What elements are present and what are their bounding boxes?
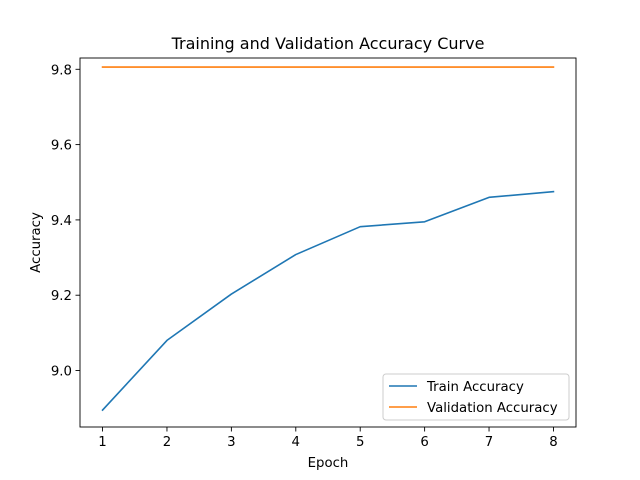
y-axis-label: Accuracy [29,212,44,273]
series-line-train-accuracy [101,190,555,412]
legend-entry: Validation Accuracy [427,401,558,416]
y-tick-label: 9.2 [51,289,72,304]
plot-frame [79,57,577,428]
legend: Train Accuracy Validation Accuracy [382,373,570,421]
chart-title: Training and Validation Accuracy Curve [171,34,485,53]
x-axis: 1 2 3 4 5 6 7 8 [98,427,558,450]
series-layer [101,66,555,412]
y-tick-label: 9.6 [51,139,72,154]
y-axis: 9.0 9.2 9.4 9.6 9.8 [51,63,80,380]
x-axis-label: Epoch [308,456,349,471]
x-tick-label: 5 [356,435,364,450]
legend-entry: Train Accuracy [426,380,524,395]
x-tick-label: 8 [549,435,557,450]
x-tick-label: 6 [420,435,428,450]
y-tick-label: 9.0 [51,365,72,380]
legend-box [382,373,570,421]
x-tick-label: 7 [485,435,493,450]
x-tick-label: 3 [227,435,235,450]
y-tick-label: 9.4 [51,214,72,229]
x-tick-label: 2 [163,435,171,450]
x-tick-label: 4 [292,435,300,450]
y-tick-label: 9.8 [51,63,72,78]
x-tick-label: 1 [98,435,106,450]
